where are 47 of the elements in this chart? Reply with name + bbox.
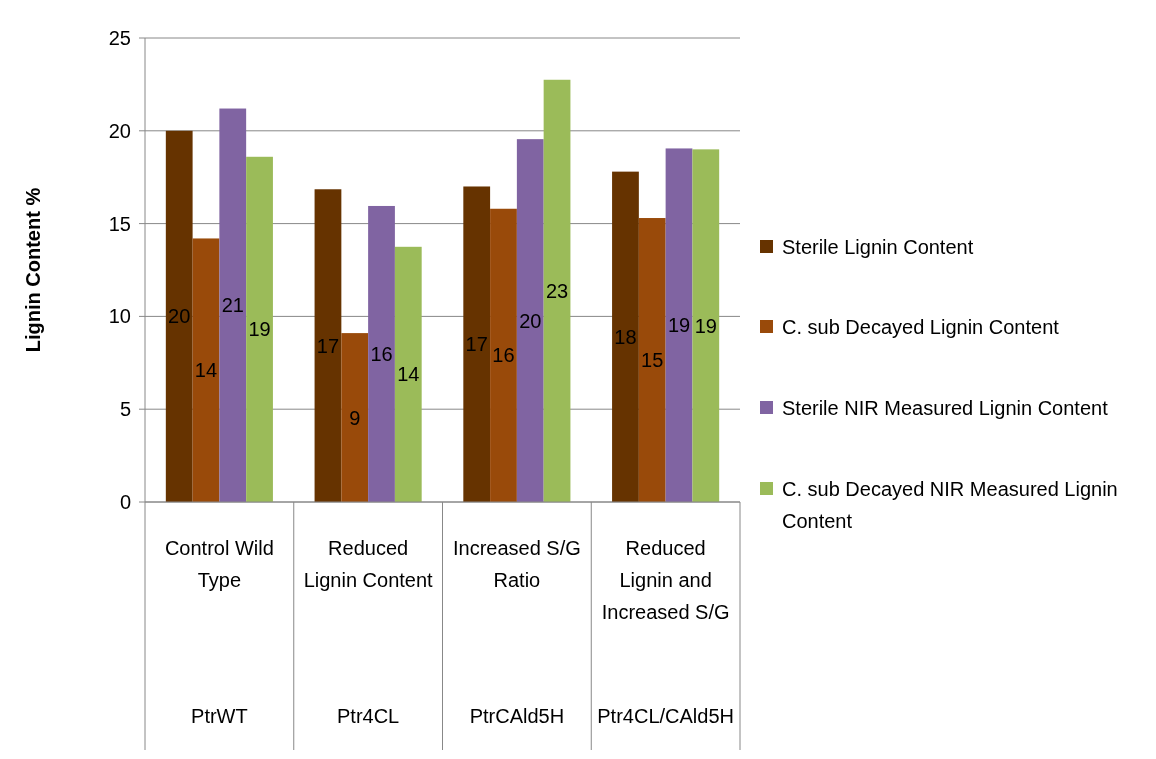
data-label: 19: [248, 318, 271, 341]
bar: [165, 130, 193, 502]
bar: [314, 189, 342, 502]
data-label: 14: [194, 359, 218, 382]
data-label: 17: [465, 333, 488, 356]
y-tick-label: 10: [108, 305, 131, 328]
y-tick-label: 15: [108, 212, 131, 235]
y-axis-title: Lignin Content %: [22, 187, 44, 353]
bar: [612, 171, 639, 502]
legend-label: C. sub Decayed Lignin Content: [782, 316, 1060, 338]
category-label: Reduced Lignin and Increased S/G Ptr4CL/CAld5H: [597, 537, 734, 727]
data-label: 16: [370, 342, 393, 365]
category-label: Control Wild Type PtrWT: [164, 537, 274, 727]
bar: [516, 139, 544, 502]
legend-label: Sterile Lignin Content: [782, 236, 974, 258]
legend-label: Sterile NIR Measured Lignin Content: [782, 397, 1109, 419]
data-label: 19: [667, 314, 691, 337]
data-label: 21: [221, 294, 244, 317]
data-label: 23: [545, 279, 569, 302]
data-label: 20: [519, 309, 542, 332]
bar: [463, 186, 491, 502]
bar: [192, 238, 220, 502]
category-label: Reduced Lignin Content Ptr4CL: [303, 537, 433, 727]
legend-label: C. sub Decayed NIR Measured Lignin Content: [782, 478, 1118, 532]
bar: [246, 156, 273, 502]
bar: [368, 205, 395, 502]
bar: [394, 246, 422, 502]
data-label: 14: [397, 363, 420, 386]
bar: [543, 79, 571, 502]
data-label: 17: [316, 334, 340, 357]
y-tick-label: 0: [119, 491, 131, 513]
data-label: 16: [492, 344, 515, 367]
bar: [638, 218, 666, 502]
bar: [665, 148, 693, 502]
data-label: 9: [349, 406, 361, 429]
y-tick-label: 25: [108, 27, 131, 49]
y-tick-label: 5: [119, 398, 131, 421]
data-label: 20: [168, 305, 191, 328]
bar: [490, 208, 517, 502]
bar: [341, 333, 369, 502]
data-label: 15: [641, 349, 664, 372]
category-label: Increased S/G Ratio PtrCAld5H: [452, 537, 581, 727]
y-tick-label: 20: [108, 119, 131, 142]
data-label: 18: [614, 325, 637, 348]
bar: [219, 108, 247, 502]
bar: [692, 149, 720, 502]
data-label: 19: [694, 314, 717, 337]
